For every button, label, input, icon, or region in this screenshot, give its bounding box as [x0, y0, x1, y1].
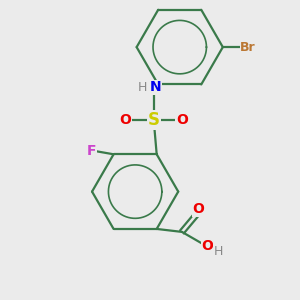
Text: F: F — [86, 144, 96, 158]
Text: O: O — [119, 113, 131, 127]
Text: O: O — [176, 113, 188, 127]
Text: S: S — [148, 111, 160, 129]
Text: O: O — [192, 202, 204, 216]
Text: H: H — [214, 244, 224, 258]
Text: N: N — [149, 80, 161, 94]
Text: O: O — [202, 239, 213, 253]
Text: H: H — [138, 81, 147, 94]
Text: Br: Br — [240, 40, 256, 54]
